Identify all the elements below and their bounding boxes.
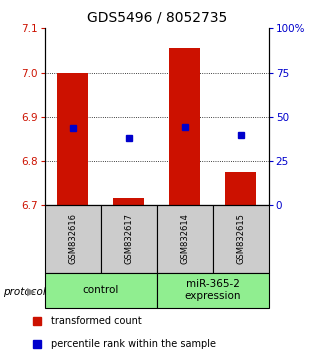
Title: GDS5496 / 8052735: GDS5496 / 8052735 (87, 10, 227, 24)
Bar (57, 73, 88, 205)
Text: transformed count: transformed count (51, 316, 142, 326)
Text: protocol: protocol (3, 287, 46, 297)
Text: GSM832615: GSM832615 (236, 213, 245, 264)
Text: GSM832617: GSM832617 (124, 213, 133, 264)
Bar (225, 172, 256, 205)
Bar (213, 205, 269, 273)
Bar (101, 205, 157, 273)
Text: miR-365-2
expression: miR-365-2 expression (185, 279, 241, 301)
Text: percentile rank within the sample: percentile rank within the sample (51, 339, 216, 349)
Text: GSM832616: GSM832616 (68, 213, 77, 264)
Bar (157, 205, 213, 273)
Bar (113, 198, 144, 205)
Text: GSM832614: GSM832614 (180, 213, 189, 264)
Text: ▶: ▶ (27, 287, 36, 297)
Bar (45, 205, 101, 273)
Bar (169, 48, 200, 205)
Bar (157, 273, 269, 308)
Text: control: control (83, 285, 119, 295)
Bar (45, 273, 157, 308)
